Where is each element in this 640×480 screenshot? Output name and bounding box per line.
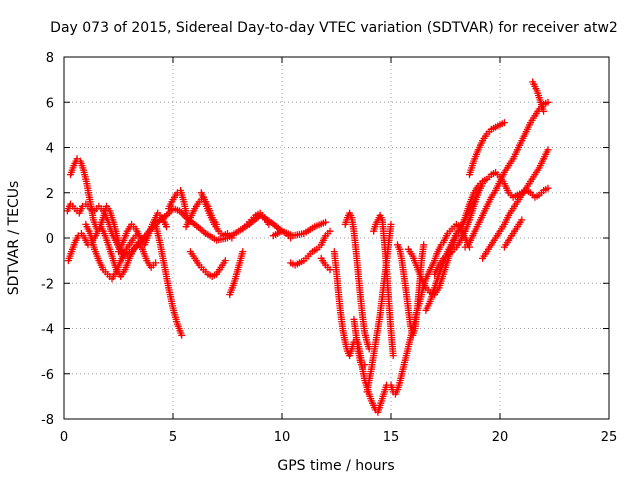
x-tick-label: 15 bbox=[383, 430, 400, 445]
data-point bbox=[361, 361, 369, 369]
data-series bbox=[529, 78, 548, 115]
y-tick-label: 4 bbox=[46, 142, 54, 157]
data-series bbox=[341, 209, 373, 353]
y-tick-label: 0 bbox=[46, 232, 54, 247]
data-series bbox=[479, 146, 552, 262]
x-tick-labels: 0 5 10 15 20 25 bbox=[60, 430, 617, 445]
data-series bbox=[461, 98, 552, 251]
data-point bbox=[322, 218, 330, 226]
y-tick-label: 6 bbox=[46, 96, 54, 111]
data-point bbox=[239, 248, 247, 256]
y-tick-label: 2 bbox=[46, 187, 54, 202]
plot-frame bbox=[63, 56, 610, 420]
data-point bbox=[420, 241, 428, 249]
data-point bbox=[178, 331, 186, 339]
data-series bbox=[239, 209, 273, 233]
y-tick-label: -6 bbox=[41, 368, 54, 383]
chart-title: Day 073 of 2015, Sidereal Day-to-day VTE… bbox=[50, 20, 618, 36]
data-series bbox=[197, 189, 236, 242]
data-series bbox=[269, 227, 295, 242]
data-point bbox=[544, 184, 552, 192]
y-axis-label: SDTVAR / TECUs bbox=[6, 181, 22, 296]
data-series bbox=[115, 209, 170, 256]
data-point bbox=[287, 234, 295, 242]
data-point bbox=[544, 146, 552, 154]
x-tick-label: 10 bbox=[274, 430, 291, 445]
data-point bbox=[544, 98, 552, 106]
y-tick-label: 8 bbox=[46, 51, 54, 66]
data-series bbox=[287, 227, 334, 269]
x-tick-label: 0 bbox=[60, 430, 68, 445]
data-point bbox=[518, 216, 526, 224]
data-point bbox=[326, 227, 334, 235]
y-tick-label: -8 bbox=[41, 413, 54, 428]
data-series bbox=[363, 220, 395, 396]
x-tick-label: 25 bbox=[601, 430, 618, 445]
data-point bbox=[163, 223, 170, 231]
data-series bbox=[350, 315, 369, 371]
data-series bbox=[64, 223, 160, 280]
data-point bbox=[389, 352, 397, 360]
y-tick-label: -4 bbox=[41, 323, 54, 338]
data-point bbox=[500, 119, 508, 127]
data-series bbox=[500, 216, 526, 251]
data-point bbox=[221, 257, 229, 265]
data-series bbox=[226, 248, 247, 299]
x-axis-label: GPS time / hours bbox=[277, 458, 394, 474]
data-series bbox=[466, 119, 508, 179]
data-series bbox=[152, 220, 186, 339]
data-point bbox=[228, 234, 236, 242]
data-points bbox=[63, 78, 552, 416]
data-point bbox=[387, 220, 395, 228]
y-tick-labels: -8 -6 -4 -2 0 2 4 6 8 bbox=[41, 51, 54, 428]
data-series bbox=[431, 180, 487, 278]
data-point bbox=[540, 107, 548, 115]
x-tick-label: 5 bbox=[169, 430, 177, 445]
data-point bbox=[326, 266, 334, 274]
x-tick-label: 20 bbox=[492, 430, 509, 445]
data-series bbox=[317, 254, 334, 274]
data-point bbox=[152, 259, 160, 267]
data-series bbox=[370, 211, 397, 360]
data-point bbox=[265, 220, 273, 228]
data-series bbox=[330, 248, 391, 416]
y-tick-label: -2 bbox=[41, 277, 54, 292]
data-series bbox=[394, 241, 428, 339]
data-series bbox=[186, 248, 229, 280]
